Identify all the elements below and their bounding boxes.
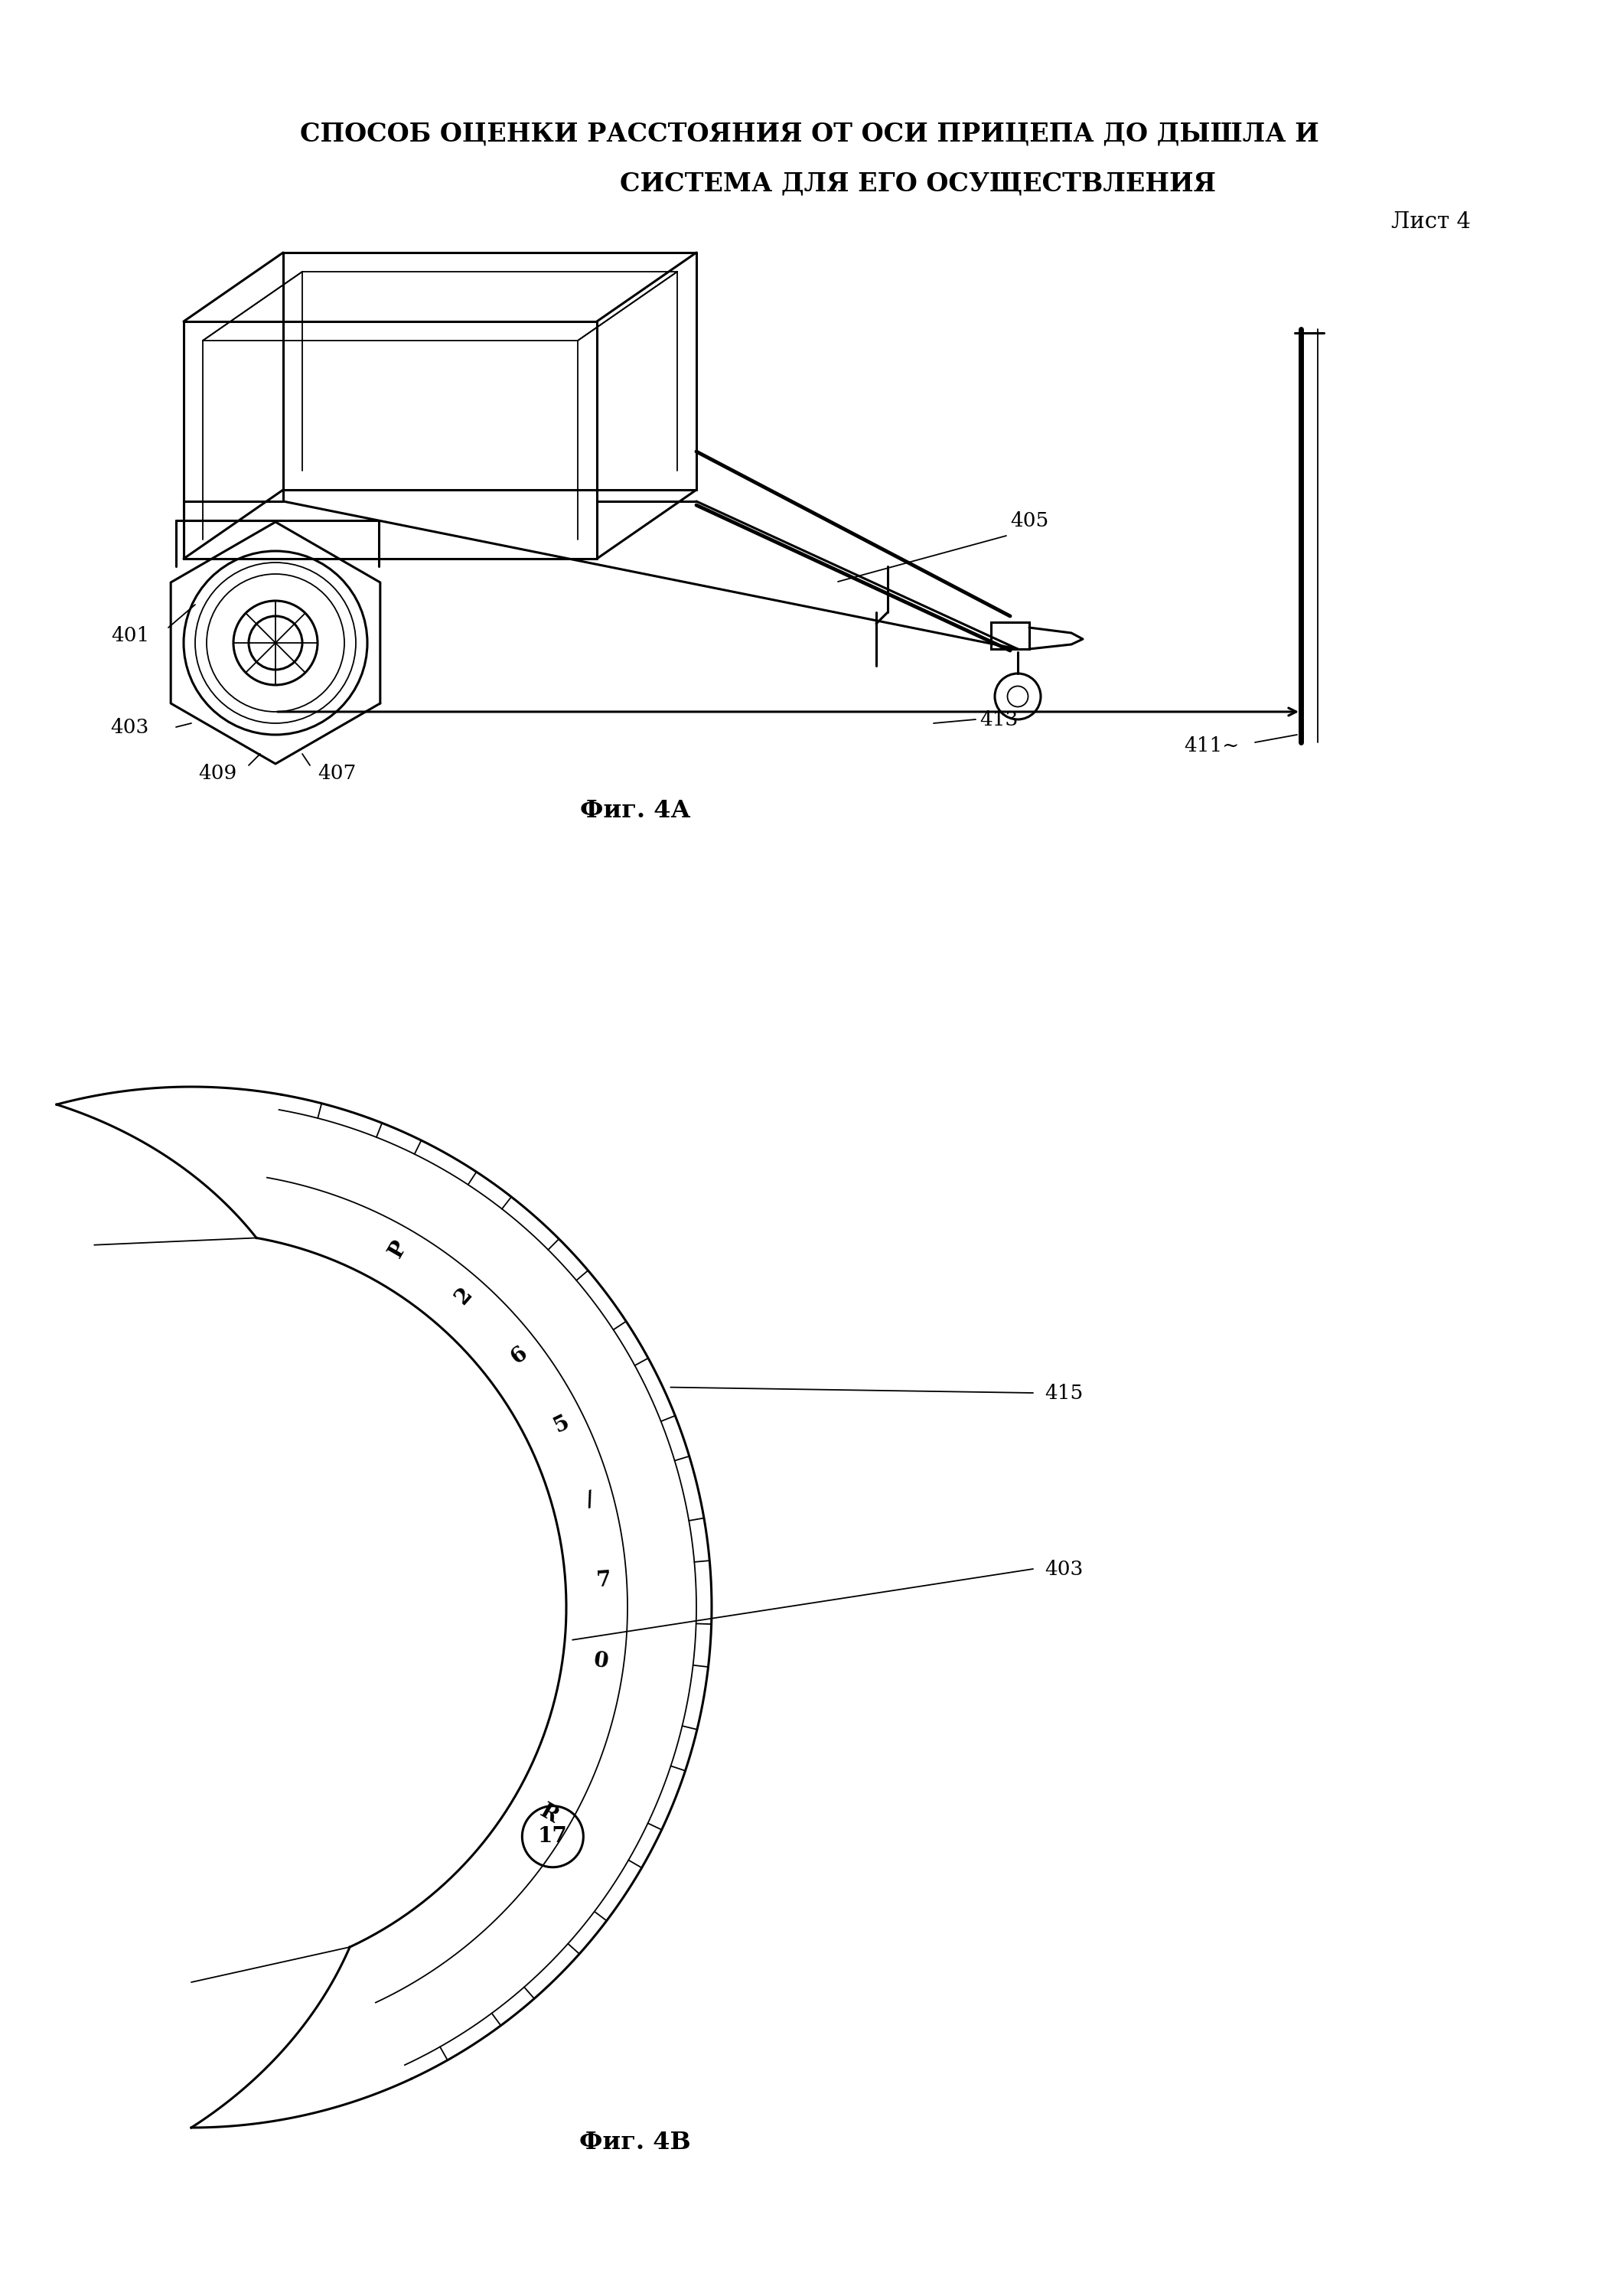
- Text: 407: 407: [318, 762, 356, 783]
- Text: СИСТЕМА ДЛЯ ЕГО ОСУЩЕСТВЛЕНИЯ: СИСТЕМА ДЛЯ ЕГО ОСУЩЕСТВЛЕНИЯ: [620, 172, 1217, 197]
- Text: Лист 4: Лист 4: [1392, 211, 1471, 232]
- Text: 6: 6: [507, 1343, 531, 1368]
- Text: 0: 0: [593, 1651, 609, 1671]
- Text: 405: 405: [1011, 512, 1048, 530]
- Text: 5: 5: [551, 1412, 573, 1437]
- Text: 401: 401: [110, 627, 149, 645]
- Text: /: /: [585, 1490, 596, 1511]
- Text: 17: 17: [538, 1825, 567, 1846]
- Text: P: P: [386, 1238, 411, 1261]
- Text: СПОСОБ ОЦЕНКИ РАССТОЯНИЯ ОТ ОСИ ПРИЦЕПА ДО ДЫШЛА И: СПОСОБ ОЦЕНКИ РАССТОЯНИЯ ОТ ОСИ ПРИЦЕПА …: [300, 122, 1319, 147]
- Text: Фиг. 4А: Фиг. 4А: [580, 799, 690, 824]
- Bar: [991, 622, 1029, 650]
- Text: 415: 415: [1045, 1382, 1084, 1403]
- Text: R: R: [536, 1800, 562, 1828]
- Text: 7: 7: [596, 1570, 612, 1591]
- Text: 411~: 411~: [1184, 737, 1239, 755]
- Text: 413: 413: [980, 709, 1017, 730]
- Text: 403: 403: [1045, 1559, 1084, 1580]
- Text: 403: 403: [110, 716, 149, 737]
- Text: 409: 409: [199, 762, 237, 783]
- Text: Фиг. 4В: Фиг. 4В: [580, 2131, 690, 2154]
- Text: 2: 2: [450, 1283, 476, 1309]
